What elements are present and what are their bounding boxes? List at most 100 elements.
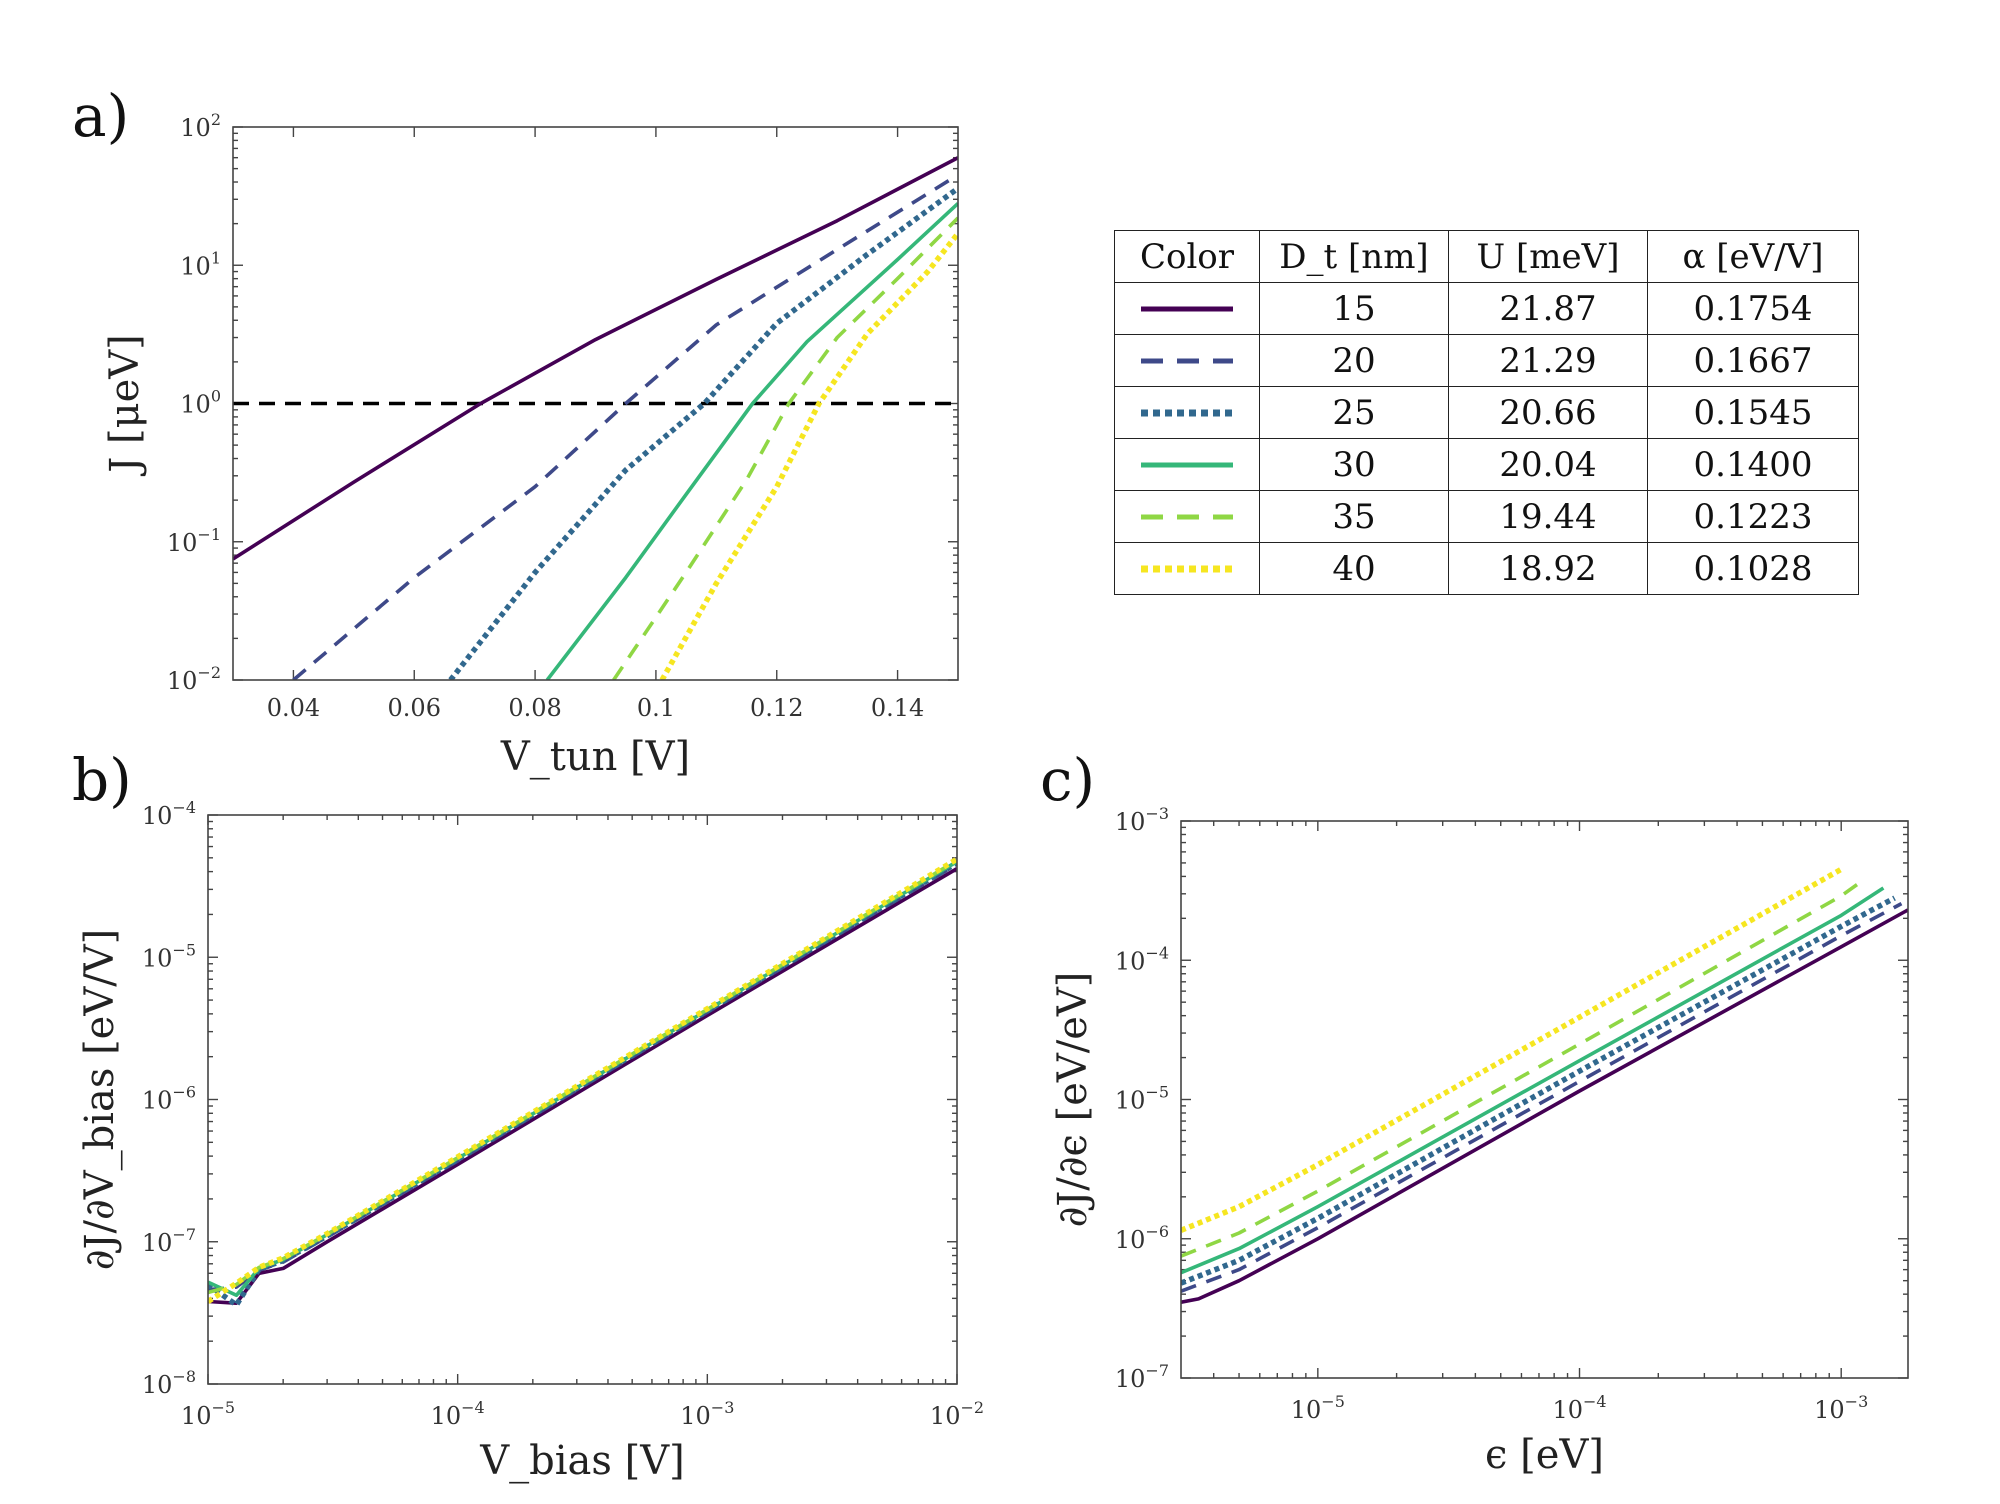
dt-cell: 20 bbox=[1259, 334, 1449, 387]
y-axis-label: ∂J/∂V_bias [eV/V] bbox=[77, 929, 123, 1270]
y-tick-label: 100 bbox=[180, 387, 221, 419]
parameter-table: Color D_t [nm] U [meV] α [eV/V] 15 21.87… bbox=[1114, 230, 1859, 595]
dt-cell: 25 bbox=[1259, 386, 1449, 439]
line-swatch bbox=[1141, 358, 1233, 363]
plot-frame bbox=[207, 814, 958, 1385]
chart-c: 10−7 10−6 10−5 10−4 10−3 10−5 10−4 10−3 ϵ [eV] ∂J… bbox=[1050, 804, 1909, 1478]
chart-a: 10−2 10−1 100 101 102 0.04 0.06 0.08 0.1 0.12 0.14… bbox=[102, 110, 959, 780]
x-tick-label: 10−2 bbox=[930, 1398, 984, 1430]
header-dt: D_t [nm] bbox=[1259, 230, 1449, 283]
series-line-D15 bbox=[1181, 908, 1908, 1304]
x-tick-label: 10−4 bbox=[431, 1398, 485, 1430]
alpha-cell: 0.1667 bbox=[1647, 334, 1859, 387]
alpha-cell: 0.1545 bbox=[1647, 386, 1859, 439]
table-body: 15 21.87 0.1754 20 21.29 0.1667 25 20.66… bbox=[1114, 282, 1859, 595]
x-tick-label: 10−4 bbox=[1552, 1392, 1606, 1424]
table-row: 40 18.92 0.1028 bbox=[1114, 542, 1859, 595]
table-row: 15 21.87 0.1754 bbox=[1114, 282, 1859, 335]
line-swatch-cell bbox=[1114, 490, 1260, 543]
y-tick-label: 10−8 bbox=[142, 1367, 196, 1399]
y-tick-label: 10−3 bbox=[1115, 804, 1169, 836]
line-swatch-cell bbox=[1114, 334, 1260, 387]
u-cell: 18.92 bbox=[1448, 542, 1648, 595]
line-swatch bbox=[1141, 462, 1233, 467]
header-alpha: α [eV/V] bbox=[1647, 230, 1859, 283]
x-tick-label: 10−5 bbox=[1291, 1392, 1345, 1424]
y-tick-label: 10−4 bbox=[142, 798, 196, 830]
u-cell: 21.29 bbox=[1448, 334, 1648, 387]
y-tick-label: 101 bbox=[180, 248, 221, 280]
series-line-D40 bbox=[659, 231, 958, 680]
header-color: Color bbox=[1114, 230, 1260, 283]
chart-b: 10−8 10−7 10−6 10−5 10−4 10−5 10−4 10−3 10−2 V_bi… bbox=[77, 798, 984, 1484]
line-swatch-cell bbox=[1114, 386, 1260, 439]
x-tick-label: 0.06 bbox=[388, 694, 441, 722]
series-line-D20 bbox=[292, 173, 958, 680]
x-axis-label: ϵ [eV] bbox=[1485, 1432, 1604, 1478]
table-row: 35 19.44 0.1223 bbox=[1114, 490, 1859, 543]
y-tick-label: 10−6 bbox=[142, 1083, 196, 1115]
alpha-cell: 0.1400 bbox=[1647, 438, 1859, 491]
series-line-D15 bbox=[208, 867, 957, 1305]
table-header-row: Color D_t [nm] U [meV] α [eV/V] bbox=[1114, 230, 1859, 283]
panel-a-label: a) bbox=[72, 82, 129, 150]
series-line-D35 bbox=[1181, 879, 1863, 1258]
u-cell: 20.04 bbox=[1448, 438, 1648, 491]
alpha-cell: 0.1754 bbox=[1647, 282, 1859, 335]
plot-frame bbox=[1180, 820, 1909, 1379]
x-tick-label: 0.14 bbox=[871, 694, 924, 722]
y-tick-label: 10−5 bbox=[142, 940, 196, 972]
alpha-cell: 0.1028 bbox=[1647, 542, 1859, 595]
series-line-D25 bbox=[448, 186, 958, 680]
dt-cell: 40 bbox=[1259, 542, 1449, 595]
line-swatch bbox=[1141, 306, 1233, 311]
x-tick-label: 10−3 bbox=[680, 1398, 734, 1430]
series-line-D25 bbox=[1181, 895, 1896, 1286]
dt-cell: 35 bbox=[1259, 490, 1449, 543]
y-tick-label: 10−1 bbox=[167, 525, 221, 557]
alpha-cell: 0.1223 bbox=[1647, 490, 1859, 543]
series-line-D15 bbox=[233, 156, 958, 561]
x-tick-label: 0.1 bbox=[637, 694, 675, 722]
table-row: 20 21.29 0.1667 bbox=[1114, 334, 1859, 387]
line-swatch bbox=[1141, 409, 1233, 416]
table-row: 30 20.04 0.1400 bbox=[1114, 438, 1859, 491]
series-line-D20 bbox=[208, 862, 957, 1292]
panel-b-label: b) bbox=[72, 746, 132, 814]
line-swatch bbox=[1141, 565, 1233, 572]
u-cell: 19.44 bbox=[1448, 490, 1648, 543]
x-tick-label: 0.04 bbox=[267, 694, 320, 722]
series-line-D40 bbox=[208, 856, 957, 1304]
x-axis-label: V_tun [V] bbox=[500, 734, 690, 780]
y-tick-label: 10−2 bbox=[167, 663, 221, 695]
y-tick-label: 10−6 bbox=[1115, 1222, 1169, 1254]
series-line-D30 bbox=[545, 202, 958, 680]
line-swatch-cell bbox=[1114, 542, 1260, 595]
panel-c-label: c) bbox=[1040, 746, 1095, 814]
x-tick-label: 0.08 bbox=[508, 694, 561, 722]
series-line-D35 bbox=[612, 216, 958, 680]
table-row: 25 20.66 0.1545 bbox=[1114, 386, 1859, 439]
y-tick-label: 10−7 bbox=[142, 1225, 196, 1257]
line-swatch-cell bbox=[1114, 438, 1260, 491]
y-axis-label: J [μeV] bbox=[102, 334, 148, 477]
series-line-D20 bbox=[1181, 902, 1903, 1293]
u-cell: 21.87 bbox=[1448, 282, 1648, 335]
series-line-D40 bbox=[1181, 866, 1843, 1233]
y-axis-label: ∂J/∂ϵ [eV/eV] bbox=[1050, 972, 1096, 1228]
u-cell: 20.66 bbox=[1448, 386, 1648, 439]
dt-cell: 30 bbox=[1259, 438, 1449, 491]
x-tick-label: 0.12 bbox=[750, 694, 803, 722]
plot-frame bbox=[232, 126, 959, 681]
dt-cell: 15 bbox=[1259, 282, 1449, 335]
x-tick-label: 10−3 bbox=[1814, 1392, 1868, 1424]
line-swatch bbox=[1141, 514, 1233, 519]
y-tick-label: 10−7 bbox=[1115, 1361, 1169, 1393]
x-axis-label: V_bias [V] bbox=[479, 1438, 684, 1484]
y-tick-label: 102 bbox=[180, 110, 221, 142]
y-tick-label: 10−5 bbox=[1115, 1083, 1169, 1115]
header-u: U [meV] bbox=[1448, 230, 1648, 283]
line-swatch-cell bbox=[1114, 282, 1260, 335]
